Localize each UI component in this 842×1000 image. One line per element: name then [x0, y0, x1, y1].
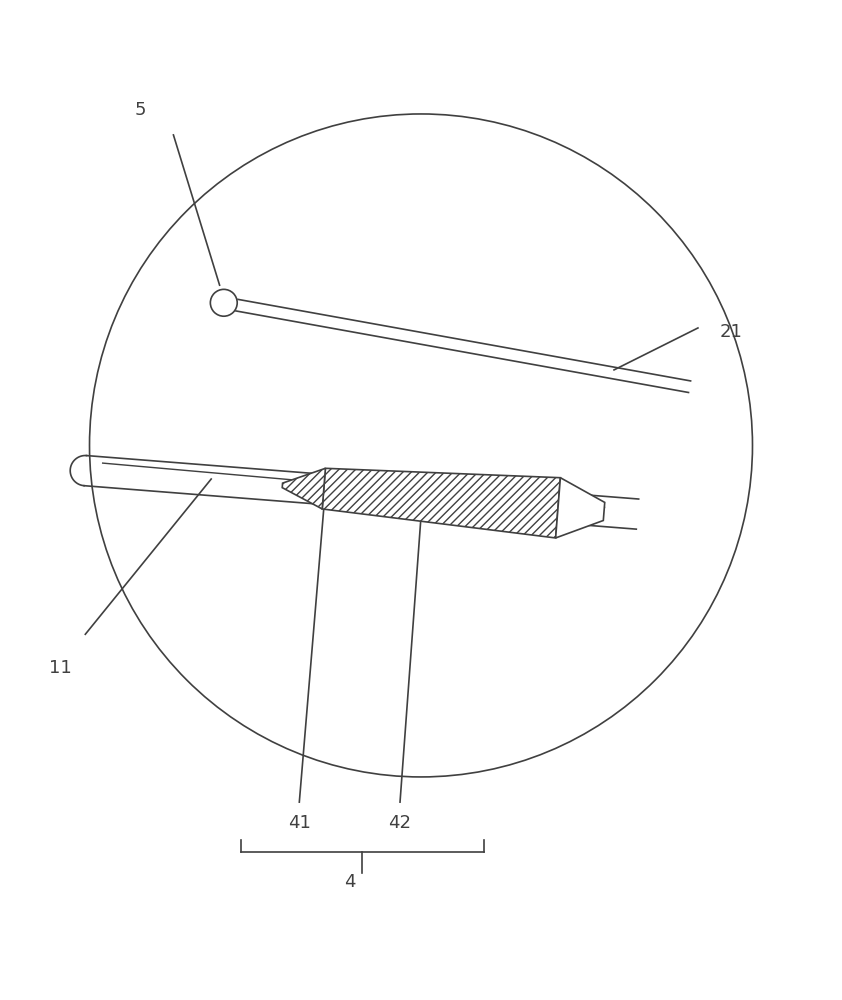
- Text: 41: 41: [288, 814, 311, 832]
- Text: 42: 42: [388, 814, 412, 832]
- Text: 21: 21: [720, 323, 743, 341]
- Text: 4: 4: [344, 873, 355, 891]
- Polygon shape: [282, 468, 325, 509]
- Polygon shape: [556, 478, 605, 538]
- Text: 11: 11: [49, 659, 72, 677]
- Polygon shape: [322, 468, 561, 538]
- Text: 5: 5: [134, 101, 146, 119]
